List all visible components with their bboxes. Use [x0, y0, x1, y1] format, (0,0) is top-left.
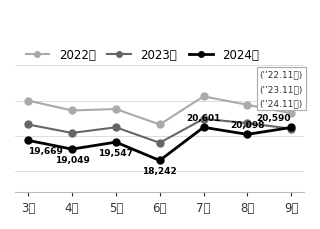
- Text: 20,601: 20,601: [186, 113, 221, 122]
- Text: 19,669: 19,669: [28, 146, 63, 155]
- Text: 18,242: 18,242: [142, 166, 177, 175]
- Text: 20,098: 20,098: [230, 120, 265, 129]
- Text: 20,590: 20,590: [257, 113, 291, 122]
- Legend: 2022년, 2023년, 2024년: 2022년, 2023년, 2024년: [21, 44, 264, 67]
- Text: 19,049: 19,049: [55, 155, 89, 164]
- Text: 19,547: 19,547: [98, 148, 133, 157]
- Text: ('’22.11월)
('’23.11월)
('’24.11월): ('’22.11월) ('’23.11월) ('’24.11월): [260, 70, 303, 108]
